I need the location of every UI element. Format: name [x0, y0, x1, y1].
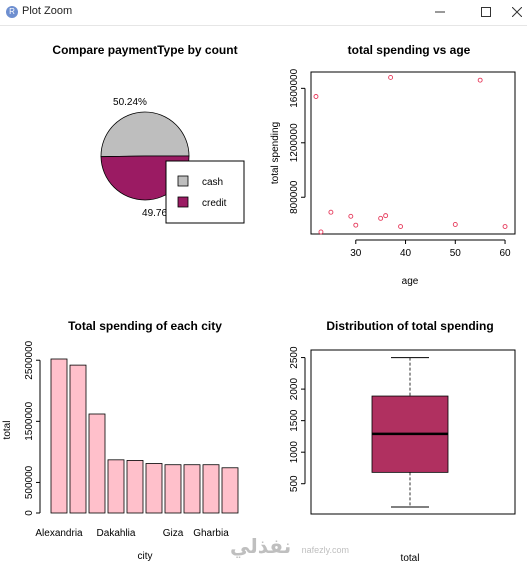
legend-label-cash: cash — [202, 177, 223, 188]
bar-category-label: Alexandria — [35, 528, 83, 539]
pie-slice-label-cash: 50.24% — [113, 97, 147, 108]
scatter-y-tick-label: 1200000 — [289, 123, 300, 162]
bar-y-tick-label: 0 — [24, 510, 35, 516]
pie-slice-cash — [100, 111, 190, 158]
scatter-chart: total spending vs age 30 40 50 60 800000 1200… — [270, 43, 516, 287]
bar-category-label: Giza — [163, 528, 184, 539]
scatter-x-tick-label: 40 — [400, 248, 412, 259]
box-plot: Distribution of total spending 500 1000 15… — [289, 319, 516, 564]
legend-swatch-cash — [177, 175, 189, 187]
box-y-tick-label: 2000 — [289, 378, 300, 401]
bar-y-tick-label: 2500000 — [24, 340, 35, 379]
watermark-url: nafezly.com — [301, 545, 350, 555]
pie-chart: Compare paymentType by count 50.24% 49.7… — [52, 43, 245, 224]
scatter-point — [452, 222, 458, 227]
scatter-point — [318, 229, 324, 235]
bar — [183, 464, 201, 514]
scatter-point — [313, 94, 319, 99]
scatter-y-tick-label: 1600000 — [289, 68, 300, 107]
bar-y-tick-label: 500000 — [24, 465, 35, 499]
close-button[interactable] — [500, 0, 527, 25]
pie-legend: cash credit — [165, 160, 245, 224]
scatter-point — [353, 222, 359, 228]
bar — [107, 459, 125, 514]
legend-label-credit: credit — [202, 198, 227, 209]
box-frame — [310, 349, 516, 515]
bar — [50, 358, 68, 514]
scatter-point — [477, 77, 483, 83]
pie-slice-label-credit: 49.76% — [142, 208, 176, 219]
box-y-tick-label: 1500 — [289, 409, 300, 432]
scatter-y-tick-label: 800000 — [289, 180, 300, 214]
maximize-button[interactable] — [469, 0, 503, 25]
scatter-xlabel: age — [402, 276, 419, 287]
bar-category-label: Dakahlia — [97, 528, 136, 539]
pie-title: Compare paymentType by count — [52, 43, 237, 57]
window-title: Plot Zoom — [22, 5, 73, 17]
scatter-frame — [310, 71, 516, 235]
scatter-point — [348, 213, 354, 219]
bar — [164, 464, 182, 514]
scatter-title: total spending vs age — [348, 43, 471, 57]
box-y-tick-label: 2500 — [289, 346, 300, 369]
box-y-tick-label: 500 — [289, 475, 300, 492]
box-y-tick-label: 1000 — [289, 441, 300, 464]
bar-category-label: Gharbia — [193, 528, 229, 539]
scatter-x-tick-label: 30 — [350, 248, 362, 259]
bar — [202, 464, 220, 514]
bar-title: Total spending of each city — [68, 319, 222, 333]
bar — [69, 364, 87, 514]
scatter-point — [383, 213, 389, 219]
scatter-point — [388, 74, 394, 80]
scatter-point — [502, 224, 508, 229]
scatter-point — [398, 224, 404, 229]
bar-y-tick-label: 1500000 — [24, 401, 35, 440]
minimize-icon — [435, 11, 445, 13]
scatter-x-tick-label: 60 — [499, 248, 511, 259]
minimize-button[interactable] — [423, 0, 457, 25]
bar-xlabel: city — [138, 551, 153, 562]
maximize-icon — [481, 7, 491, 17]
bar — [221, 467, 239, 514]
bar-chart: Total spending of each city 0 500000 15000… — [2, 319, 239, 562]
scatter-x-tick-label: 50 — [450, 248, 462, 259]
scatter-ylabel: total spending — [270, 122, 281, 184]
legend-swatch-credit — [177, 196, 189, 208]
bar-ylabel: total — [2, 421, 13, 440]
pie-legend-box — [165, 160, 245, 224]
watermark: نفذلي nafezly.com — [230, 535, 349, 558]
bar — [88, 413, 106, 514]
title-bar: R Plot Zoom — [0, 0, 527, 26]
scatter-point — [378, 215, 384, 221]
bar — [145, 463, 163, 514]
bar — [126, 460, 144, 514]
box-xlabel: total — [401, 553, 420, 564]
r-app-icon: R — [6, 6, 18, 18]
close-icon — [512, 7, 522, 17]
watermark-arabic: نفذلي — [230, 534, 292, 558]
scatter-point — [328, 209, 334, 215]
box-title: Distribution of total spending — [326, 319, 493, 333]
plot-canvas: Compare paymentType by count 50.24% 49.7… — [2, 43, 516, 564]
